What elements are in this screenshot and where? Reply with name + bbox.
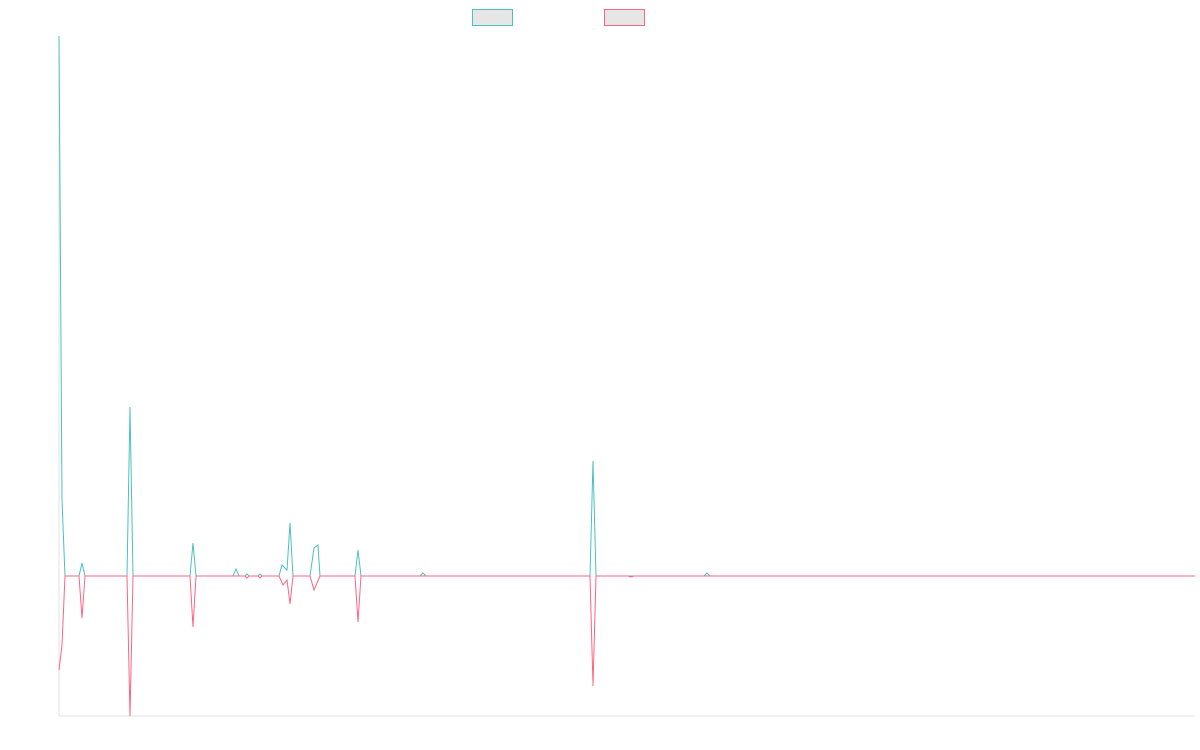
line-series bbox=[58, 575, 1195, 717]
legend-box[interactable] bbox=[472, 9, 513, 26]
line-series bbox=[58, 35, 1195, 577]
legend-box[interactable] bbox=[604, 9, 645, 26]
